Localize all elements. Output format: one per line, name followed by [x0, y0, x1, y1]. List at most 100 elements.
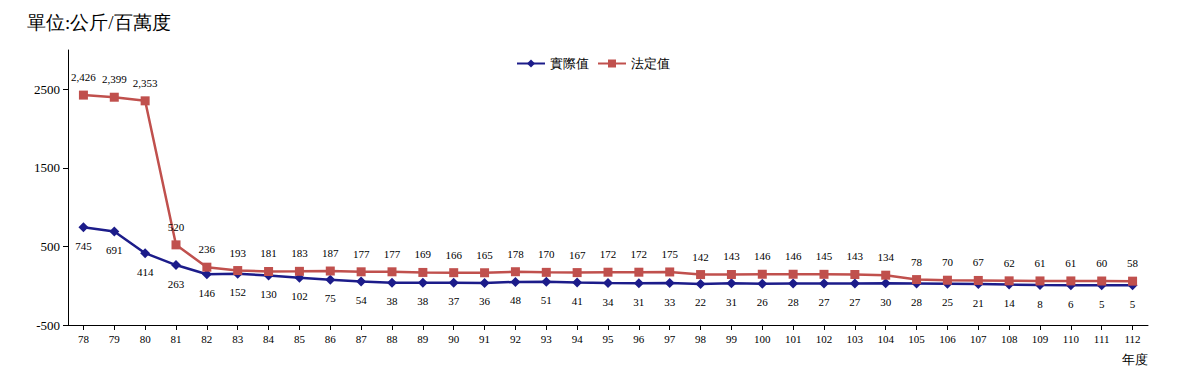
svg-text:82: 82 — [201, 333, 212, 345]
svg-text:86: 86 — [325, 333, 337, 345]
svg-text:75: 75 — [325, 292, 337, 304]
svg-text:22: 22 — [695, 296, 706, 308]
svg-text:102: 102 — [291, 290, 308, 302]
svg-text:142: 142 — [692, 251, 709, 263]
svg-text:67: 67 — [973, 256, 985, 268]
svg-text:146: 146 — [754, 250, 771, 262]
svg-text:100: 100 — [754, 333, 771, 345]
svg-text:26: 26 — [757, 296, 769, 308]
svg-text:104: 104 — [877, 333, 894, 345]
svg-text:80: 80 — [140, 333, 152, 345]
svg-text:96: 96 — [633, 333, 645, 345]
svg-text:87: 87 — [356, 333, 368, 345]
svg-text:169: 169 — [415, 248, 432, 260]
svg-text:2,353: 2,353 — [133, 77, 158, 89]
svg-text:177: 177 — [353, 248, 370, 260]
svg-text:-500: -500 — [36, 318, 60, 333]
svg-text:78: 78 — [911, 256, 923, 268]
svg-text:79: 79 — [109, 333, 121, 345]
svg-text:21: 21 — [973, 297, 984, 309]
svg-text:175: 175 — [661, 248, 678, 260]
svg-text:6: 6 — [1068, 298, 1074, 310]
svg-text:90: 90 — [448, 333, 460, 345]
svg-text:33: 33 — [664, 296, 676, 308]
svg-text:98: 98 — [695, 333, 707, 345]
svg-text:2,426: 2,426 — [71, 71, 96, 83]
svg-text:92: 92 — [510, 333, 521, 345]
svg-text:143: 143 — [847, 250, 864, 262]
svg-text:70: 70 — [942, 256, 954, 268]
svg-text:102: 102 — [816, 333, 833, 345]
svg-text:62: 62 — [1004, 257, 1015, 269]
svg-text:101: 101 — [785, 333, 802, 345]
svg-text:61: 61 — [1035, 257, 1046, 269]
svg-text:172: 172 — [600, 248, 617, 260]
svg-text:130: 130 — [260, 288, 277, 300]
svg-text:93: 93 — [541, 333, 553, 345]
svg-text:167: 167 — [569, 249, 586, 261]
svg-text:51: 51 — [541, 294, 552, 306]
svg-text:41: 41 — [572, 295, 583, 307]
svg-text:61: 61 — [1065, 257, 1076, 269]
svg-text:8: 8 — [1037, 298, 1043, 310]
svg-text:745: 745 — [75, 240, 92, 252]
svg-text:691: 691 — [106, 244, 123, 256]
svg-text:85: 85 — [294, 333, 306, 345]
svg-text:106: 106 — [939, 333, 956, 345]
svg-text:108: 108 — [1001, 333, 1018, 345]
svg-text:78: 78 — [78, 333, 90, 345]
svg-text:103: 103 — [847, 333, 864, 345]
svg-text:178: 178 — [507, 248, 524, 260]
svg-text:520: 520 — [168, 221, 185, 233]
svg-text:27: 27 — [849, 296, 861, 308]
svg-text:165: 165 — [476, 249, 493, 261]
svg-text:134: 134 — [877, 251, 894, 263]
svg-text:94: 94 — [572, 333, 584, 345]
svg-text:177: 177 — [384, 248, 401, 260]
svg-text:111: 111 — [1094, 333, 1110, 345]
svg-text:263: 263 — [168, 278, 185, 290]
svg-text:27: 27 — [819, 296, 831, 308]
svg-text:88: 88 — [387, 333, 399, 345]
svg-text:95: 95 — [603, 333, 615, 345]
svg-text:84: 84 — [263, 333, 275, 345]
svg-text:28: 28 — [911, 296, 923, 308]
svg-text:187: 187 — [322, 247, 339, 259]
svg-text:500: 500 — [41, 239, 61, 254]
svg-text:實際值: 實際值 — [550, 56, 589, 71]
svg-text:193: 193 — [229, 247, 246, 259]
svg-text:236: 236 — [199, 243, 216, 255]
svg-text:31: 31 — [633, 296, 644, 308]
svg-text:2500: 2500 — [34, 82, 60, 97]
svg-text:109: 109 — [1032, 333, 1049, 345]
svg-text:146: 146 — [199, 287, 216, 299]
svg-text:170: 170 — [538, 248, 555, 260]
svg-text:112: 112 — [1125, 333, 1141, 345]
svg-text:146: 146 — [785, 250, 802, 262]
svg-text:89: 89 — [417, 333, 429, 345]
svg-text:91: 91 — [479, 333, 490, 345]
svg-text:183: 183 — [291, 247, 308, 259]
svg-text:31: 31 — [726, 296, 737, 308]
svg-text:14: 14 — [1004, 297, 1016, 309]
svg-text:1500: 1500 — [34, 160, 60, 175]
svg-text:181: 181 — [260, 247, 277, 259]
svg-text:37: 37 — [448, 295, 460, 307]
svg-text:38: 38 — [387, 295, 399, 307]
svg-text:166: 166 — [445, 249, 462, 261]
svg-text:81: 81 — [171, 333, 182, 345]
svg-text:145: 145 — [816, 250, 833, 262]
svg-text:年度: 年度 — [1122, 352, 1148, 367]
svg-text:2,399: 2,399 — [102, 73, 127, 85]
svg-text:法定值: 法定值 — [631, 56, 670, 71]
svg-text:5: 5 — [1130, 298, 1136, 310]
svg-text:143: 143 — [723, 250, 740, 262]
svg-text:152: 152 — [229, 286, 246, 298]
svg-text:172: 172 — [631, 248, 648, 260]
svg-text:25: 25 — [942, 296, 954, 308]
svg-text:30: 30 — [880, 296, 892, 308]
svg-text:54: 54 — [356, 294, 368, 306]
svg-text:97: 97 — [664, 333, 676, 345]
svg-text:110: 110 — [1063, 333, 1080, 345]
svg-text:107: 107 — [970, 333, 987, 345]
